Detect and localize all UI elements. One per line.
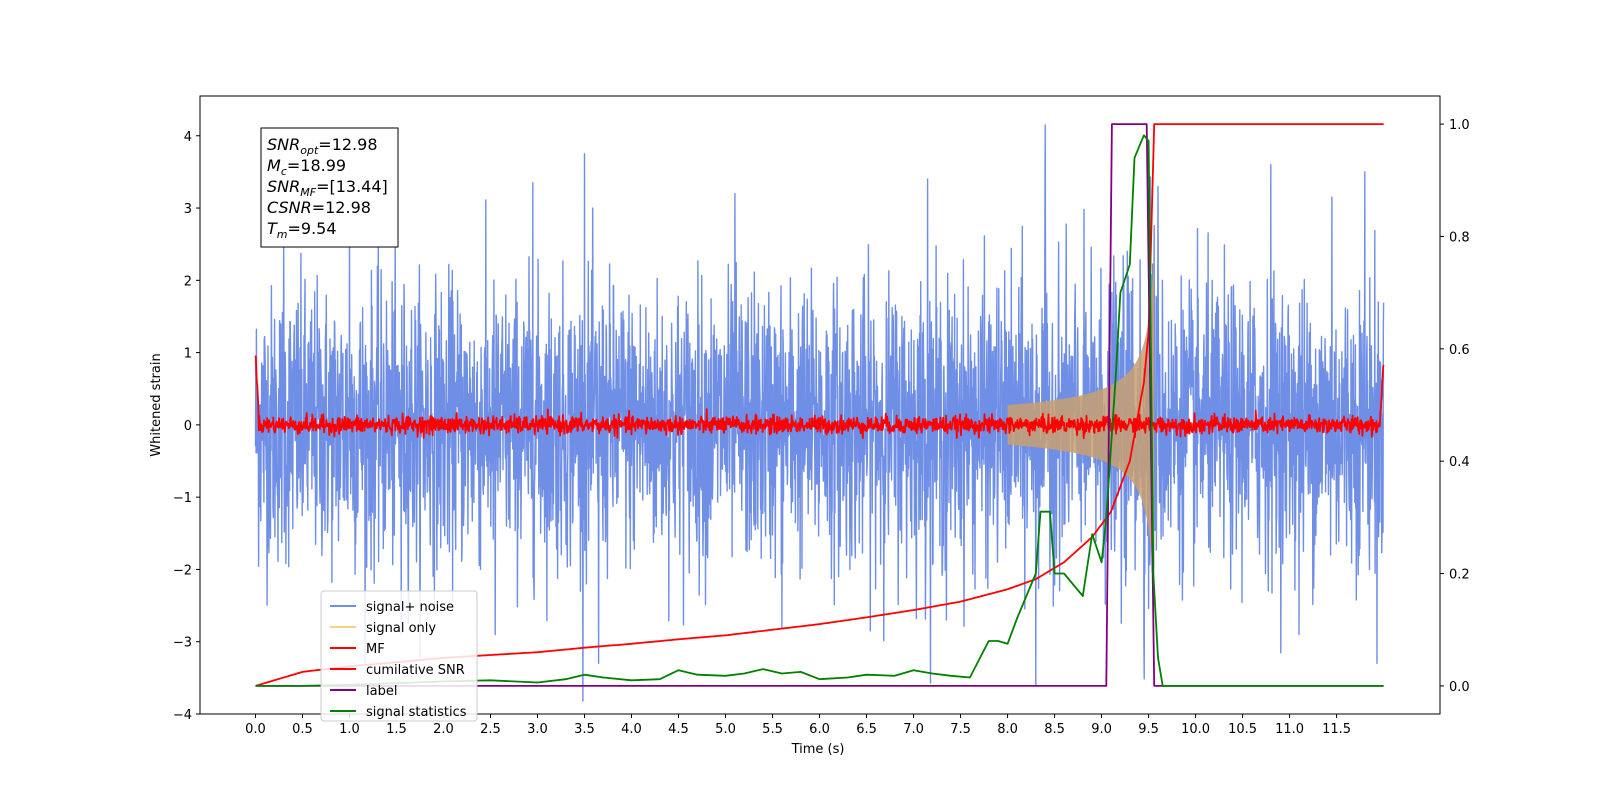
- x-tick-label: 6.5: [856, 722, 877, 737]
- legend-label: MF: [366, 642, 385, 657]
- info-subscript: m: [277, 228, 288, 241]
- y-tick-label: 0: [184, 419, 192, 434]
- x-tick-label: 10.5: [1228, 722, 1257, 737]
- info-symbol: SNR: [267, 177, 300, 196]
- x-tick-label: 9.5: [1138, 722, 1159, 737]
- info-symbol: CSNR: [267, 198, 312, 217]
- y-axis-label: Whitened strain: [149, 353, 164, 456]
- y2-tick-label: 0.4: [1449, 455, 1470, 470]
- info-subscript: c: [281, 165, 287, 178]
- series-signal-statistics: [255, 134, 1384, 687]
- info-box: SNRopt=12.98 Mc=18.99 SNRMF=[13.44] CSNR=12…: [260, 127, 399, 248]
- y-tick-label: 3: [184, 202, 192, 217]
- y2-tick-label: 0.0: [1449, 680, 1470, 695]
- x-tick-label: 6.0: [809, 722, 830, 737]
- axis-layer: 0.0 0.5 1.0 1.5 2.0 2.5 3.0 3.5 4.0 4.5 5.0 5.5 6.0 6…: [173, 118, 1470, 737]
- legend-label: cumilative SNR: [366, 663, 465, 678]
- y2-tick-label: 1.0: [1449, 118, 1470, 133]
- legend-frame: [320, 590, 478, 722]
- x-tick-label: 11.0: [1275, 722, 1304, 737]
- x-tick-label: 5.0: [715, 722, 736, 737]
- x-tick-label: 8.5: [1044, 722, 1065, 737]
- series-signal-noise: [254, 124, 1385, 702]
- x-tick-label: 2.0: [433, 722, 454, 737]
- info-value: =12.98: [318, 135, 377, 154]
- y-tick-label: −1: [173, 491, 192, 506]
- x-tick-label: 10.0: [1181, 722, 1210, 737]
- x-tick-label: 5.5: [762, 722, 783, 737]
- x-tick-label: 1.5: [386, 722, 407, 737]
- info-box-frame: [260, 127, 399, 248]
- info-value: =12.98: [312, 198, 371, 217]
- x-tick-label: 7.5: [950, 722, 971, 737]
- info-subscript: opt: [300, 144, 319, 157]
- x-tick-label: 0.5: [292, 722, 313, 737]
- x-tick-label: 7.0: [903, 722, 924, 737]
- legend-label: label: [366, 684, 397, 699]
- y2-tick-label: 0.8: [1449, 230, 1470, 245]
- info-symbol: M: [267, 156, 281, 175]
- y-tick-label: 4: [184, 130, 192, 145]
- info-text: SNRopt=12.98 Mc=18.99 SNRMF=[13.44] CSNR=12…: [267, 135, 388, 241]
- x-tick-label: 3.5: [574, 722, 595, 737]
- y-tick-label: −3: [173, 636, 192, 651]
- y-tick-label: −2: [173, 563, 192, 578]
- x-tick-label: 9.0: [1091, 722, 1112, 737]
- info-value: =[13.44]: [316, 177, 388, 196]
- x-tick-label: 8.0: [997, 722, 1018, 737]
- y-tick-label: −4: [173, 708, 192, 723]
- y2-tick-label: 0.2: [1449, 568, 1470, 583]
- info-symbol: T: [267, 219, 278, 238]
- info-symbol: SNR: [267, 135, 300, 154]
- x-axis-label: Time (s): [791, 742, 845, 757]
- y-tick-label: 2: [184, 274, 192, 289]
- legend-label: signal statistics: [366, 705, 467, 720]
- x-tick-label: 4.5: [668, 722, 689, 737]
- y-tick-label: 1: [184, 347, 192, 362]
- x-tick-label: 0.0: [245, 722, 266, 737]
- x-tick-label: 2.5: [480, 722, 501, 737]
- y2-tick-label: 0.6: [1449, 343, 1470, 358]
- x-tick-label: 3.0: [527, 722, 548, 737]
- x-tick-label: 4.0: [621, 722, 642, 737]
- x-tick-label: 1.0: [339, 722, 360, 737]
- info-subscript: MF: [300, 186, 316, 199]
- series-mf: [254, 355, 1385, 440]
- legend: signal+ noise signal only MF cumilative SNR…: [320, 590, 478, 722]
- legend-label: signal+ noise: [366, 600, 454, 615]
- info-value: =18.99: [287, 156, 346, 175]
- info-value: =9.54: [288, 219, 337, 238]
- x-tick-label: 11.5: [1322, 722, 1351, 737]
- legend-label: signal only: [366, 621, 436, 636]
